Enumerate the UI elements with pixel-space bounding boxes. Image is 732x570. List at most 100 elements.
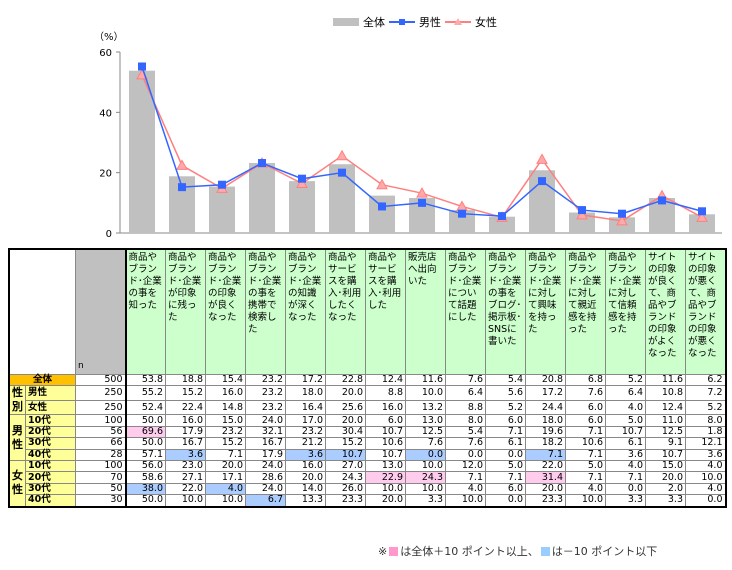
value-cell: 50.0 (125, 494, 166, 508)
row-label: 男性 (25, 385, 76, 401)
value-cell: 14.8 (205, 399, 246, 416)
value-cell: 6.0 (485, 482, 526, 496)
table-row: 30代 66 50.0 16.7 15.2 16.7 21.2 15.2 10.6 7.6 7.6 6… (9, 437, 726, 450)
value-cell: 6.2 (685, 373, 726, 387)
column-header: 商品やブランド･企業の印象が良くなった (205, 248, 246, 375)
value-cell: 8.0 (685, 414, 726, 427)
value-cell: 16.0 (205, 385, 246, 401)
value-cell: 17.1 (205, 471, 246, 484)
value-cell: 8.8 (365, 385, 406, 401)
value-cell: 13.0 (365, 459, 406, 473)
point-male (578, 206, 586, 215)
value-cell: 3.6 (605, 448, 646, 461)
value-cell: 15.0 (205, 414, 246, 427)
value-cell: 22.4 (165, 399, 206, 416)
chart-legend: 全体 男性 女性 (333, 14, 497, 30)
value-cell: 17.0 (285, 414, 326, 427)
column-header: 商品やブランド･企業が印象に残った (165, 248, 206, 375)
point-female (176, 159, 188, 170)
value-cell: 11.6 (405, 373, 446, 387)
value-cell: 20.0 (325, 414, 366, 427)
value-cell: 15.4 (205, 373, 246, 387)
table-row: 女性 250 52.4 22.4 14.8 23.2 16.4 25.6 16.0 13.2 8.8… (9, 399, 726, 416)
value-cell: 53.8 (125, 373, 166, 387)
point-male (618, 209, 626, 218)
value-cell: 10.7 (325, 448, 366, 461)
value-cell: 3.6 (165, 448, 206, 461)
column-header: 販売店へ出向いた (405, 248, 446, 375)
value-cell: 10.7 (365, 425, 406, 439)
value-cell: 4.0 (565, 482, 606, 496)
bar-total (289, 181, 315, 233)
value-cell: 6.4 (445, 385, 486, 401)
table-row: 性別 男性 250 55.2 15.2 16.0 23.2 18.0 20.0 8.8 10.0 6.… (8, 385, 726, 416)
value-cell: 5.4 (445, 425, 486, 439)
value-cell: 4.0 (445, 482, 486, 496)
value-cell: 24.0 (245, 414, 286, 427)
value-cell: 15.2 (165, 385, 206, 401)
column-header: 商品やサービスを購入･利用したくなった (325, 248, 366, 375)
value-cell: 9.1 (645, 437, 686, 450)
value-cell: 6.8 (565, 373, 606, 387)
value-cell: 20.0 (285, 471, 326, 484)
value-cell: 4.0 (685, 482, 726, 496)
pink-legend-swatch (389, 547, 399, 556)
n-cell: 250 (75, 399, 127, 416)
value-cell: 4.0 (205, 482, 246, 496)
value-cell: 7.1 (565, 425, 606, 439)
value-cell: 24.4 (525, 399, 566, 416)
value-cell: 6.4 (605, 385, 646, 401)
value-cell: 10.6 (565, 437, 606, 450)
value-cell: 24.0 (245, 459, 286, 473)
row-label: 30代 (25, 482, 76, 496)
table-row: 20代 56 69.6 17.9 23.2 32.1 23.2 30.4 10.7 12.5 5.4… (9, 425, 726, 439)
point-female (576, 208, 588, 220)
value-cell: 12.5 (645, 425, 686, 439)
n-header: n (75, 248, 127, 375)
n-cell: 66 (75, 437, 127, 450)
point-male (458, 209, 466, 218)
n-cell: 100 (75, 459, 127, 473)
value-cell: 0.0 (485, 494, 526, 508)
value-cell: 3.6 (285, 448, 326, 461)
legend-swatch-female (445, 18, 471, 25)
value-cell: 5.6 (485, 385, 526, 401)
bar-total (689, 214, 715, 233)
value-cell: 22.9 (365, 471, 406, 484)
value-cell: 7.1 (605, 471, 646, 484)
value-cell: 10.6 (365, 437, 406, 450)
value-cell: 10.0 (405, 459, 446, 473)
value-cell: 23.2 (285, 425, 326, 439)
note-pink-text: は全体＋10 ポイント以上、 (400, 545, 539, 558)
legend-label-male: 男性 (419, 16, 441, 29)
value-cell: 7.6 (445, 373, 486, 387)
value-cell: 69.6 (125, 425, 166, 439)
column-header: 商品やブランド･企業に対して信頼感を持った (605, 248, 646, 375)
value-cell: 22.0 (525, 459, 566, 473)
value-cell: 58.6 (125, 471, 166, 484)
table-row: 男性 10代 100 50.0 16.0 15.0 24.0 17.0 20.0 6.0 13.0 8… (8, 414, 726, 461)
group-label-male: 男性 (8, 414, 26, 461)
value-cell: 23.3 (325, 494, 366, 508)
header-blank (8, 248, 76, 375)
value-cell: 7.1 (205, 448, 246, 461)
value-cell: 20.0 (645, 471, 686, 484)
value-cell: 7.1 (525, 448, 566, 461)
value-cell: 14.0 (285, 482, 326, 496)
point-female (696, 211, 708, 222)
table-row: 20代 70 58.6 27.1 17.1 28.6 20.0 24.3 22.9 24.3 7.1… (9, 471, 726, 484)
value-cell: 38.0 (125, 482, 166, 496)
value-cell: 10.0 (445, 494, 486, 508)
value-cell: 15.0 (645, 459, 686, 473)
point-male (418, 198, 426, 207)
value-cell: 16.0 (165, 414, 206, 427)
value-cell: 12.0 (445, 459, 486, 473)
value-cell: 5.0 (605, 414, 646, 427)
column-header: サイトの印象が悪くて、商品やブランドの印象が悪くなった (685, 248, 726, 375)
value-cell: 4.0 (605, 459, 646, 473)
y-axis-label: （%） (94, 31, 124, 43)
value-cell: 27.0 (325, 459, 366, 473)
value-cell: 50.0 (125, 414, 166, 427)
value-cell: 2.0 (645, 482, 686, 496)
bar-total (489, 216, 515, 233)
